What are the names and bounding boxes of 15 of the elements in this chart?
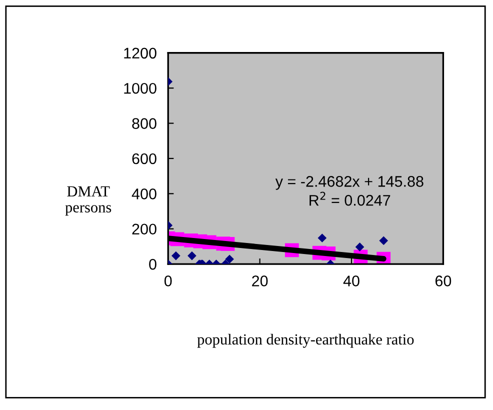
x-axis-title: population density-earthquake ratio <box>197 334 414 348</box>
y-tick-label: 0 <box>149 258 156 270</box>
annotation: R$^{2}$ = 0.0247 <box>310 192 390 206</box>
y-tick-label: 400 <box>132 188 156 200</box>
y-axis-title: DMAT persons <box>65 186 112 216</box>
y-tick-label: 800 <box>132 118 156 129</box>
y-tick-label: 600 <box>132 153 156 164</box>
y-tick-label: 200 <box>132 224 156 235</box>
x-tick-label: 40 <box>343 276 360 286</box>
y-tick-label: 1200 <box>124 48 156 59</box>
x-tick-label: 20 <box>252 276 268 286</box>
y-tick-label: 1000 <box>124 82 156 94</box>
annotation: y = -2.4682x + 145.88 <box>275 176 424 190</box>
x-tick-label: 0 <box>164 276 172 286</box>
x-tick-label: 60 <box>435 276 452 286</box>
